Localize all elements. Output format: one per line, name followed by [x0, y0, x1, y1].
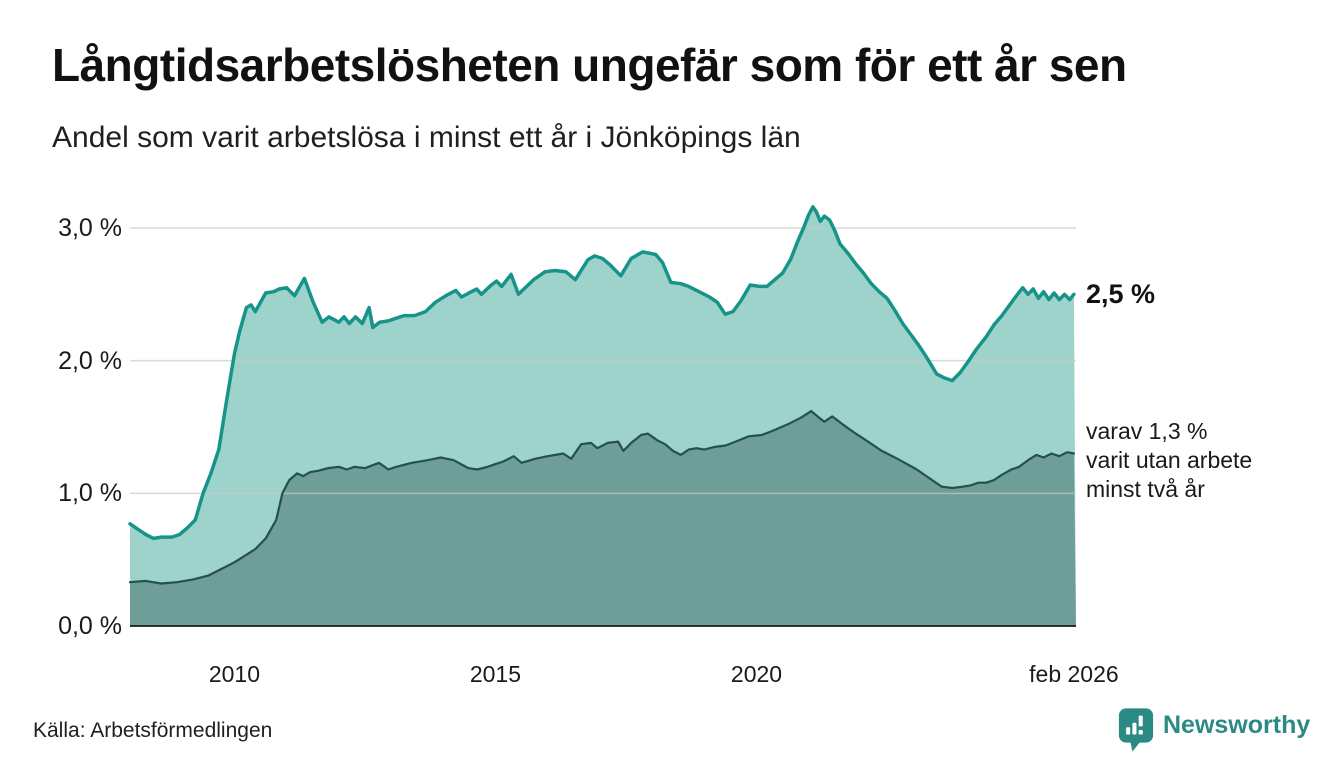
source-credit: Källa: Arbetsförmedlingen	[33, 719, 273, 742]
two-year-line	[128, 410, 1075, 585]
y-tick-label: 1,0 %	[58, 479, 122, 508]
page-title: Långtidsarbetslösheten ungefär som för e…	[52, 39, 1127, 91]
two-year-share-annotation: varav 1,3 % varit utan arbete minst två …	[1086, 418, 1253, 502]
x-tick-label: 2015	[469, 661, 522, 687]
y-tick-label: 0,0 %	[58, 612, 122, 640]
x-tick-label: 2010	[208, 661, 260, 687]
total-line	[128, 205, 1076, 541]
brand-name: Newsworthy	[1163, 711, 1311, 739]
latest-total-value-label: 2,5 %	[1086, 279, 1156, 309]
chart-subtitle: Andel som varit arbetslösa i minst ett å…	[52, 121, 801, 154]
x-tick-label: 2020	[730, 661, 783, 687]
x-tick-label: feb 2026	[1029, 661, 1119, 687]
y-tick-label: 2,0 %	[58, 346, 122, 375]
two-year-area-fill	[130, 411, 1076, 626]
newsworthy-bubble-barchart-icon	[1118, 708, 1154, 752]
newsworthy-logo: Newsworthy	[1118, 707, 1310, 753]
y-tick-label: 3,0 %	[58, 214, 122, 242]
